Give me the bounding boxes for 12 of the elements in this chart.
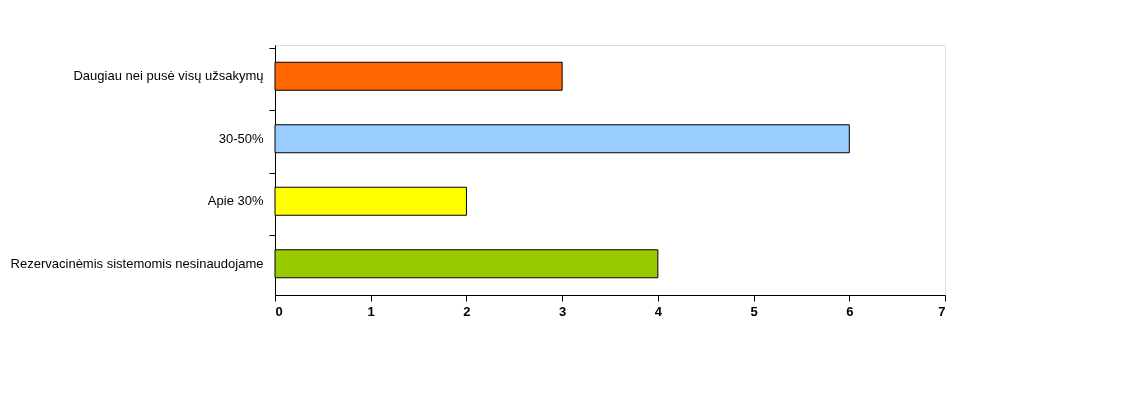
x-tick-label: 1 [367, 303, 375, 319]
x-tick-label: 4 [654, 303, 663, 319]
x-tick-label: 3 [559, 303, 567, 319]
y-tick-label: Apie 30% [207, 193, 264, 209]
x-tick-label: 0 [275, 303, 283, 319]
y-tick-label: Rezervacinėmis sistemomis nesinaudojame [10, 255, 264, 271]
x-tick-label: 5 [750, 303, 758, 319]
x-tick-label: 2 [463, 303, 471, 319]
y-tick-label: Daugiau nei pusė visų užsakymų [73, 68, 264, 84]
y-tick-label: 30-50% [218, 130, 264, 146]
x-tick-label: 7 [938, 303, 946, 319]
x-tick-label: 6 [846, 303, 854, 319]
